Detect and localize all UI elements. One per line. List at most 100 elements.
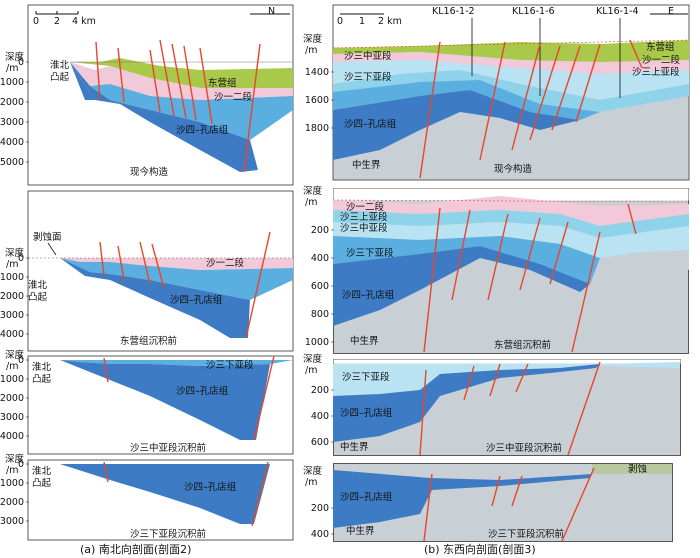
panel-b-section-4: 深度 /m 200 400 剥蚀 沙四–孔店组 中生界 沙三下亚段沉积前: [303, 463, 673, 542]
fault: [629, 39, 643, 69]
unit-shasan-xia: [333, 364, 600, 396]
fault: [139, 241, 151, 285]
panel-a-section-2: 深度 /m 0 1000 2000 3000 4000 剥蚀面 淮北 凸起 沙一二段 沙…: [0, 190, 294, 352]
depth-label: 深度: [303, 33, 323, 45]
unit-label-shasi: 沙四–孔店组: [184, 481, 237, 493]
uplift-label: 淮北: [28, 280, 48, 291]
panel-a-section-3: 深度 /m 0 1000 2000 3000 4000 淮北 凸起 沙三下亚段 沙四–孔…: [0, 349, 294, 455]
unit-label: 沙三上亚段: [340, 211, 388, 223]
depth-tick-label: 1600: [305, 95, 329, 106]
unit-label: 沙三下亚段: [342, 371, 390, 383]
depth-label: 深度: [5, 453, 25, 465]
fault: [511, 43, 541, 151]
scale-2: 2: [54, 16, 60, 27]
fault: [103, 461, 109, 483]
depth-tick-label: 2000: [0, 291, 24, 302]
unit-eroded: [592, 464, 672, 474]
fault: [243, 43, 261, 173]
panel-b-section-1: 0 1 2 km E KL16-1-2 KL16-1-6 KL16-1-4 深度…: [303, 4, 690, 181]
unit-label: 中生界: [350, 335, 379, 347]
section-title: 现今构造: [494, 163, 533, 175]
unit-label-shasi: 沙四–孔店组: [176, 124, 229, 136]
depth-label: 深度: [303, 185, 323, 197]
depth-unit: /m: [305, 45, 317, 56]
unit-shasan-xia: [333, 80, 600, 120]
erosion-label: 剥蚀面: [33, 231, 62, 243]
depth-tick-label: 400: [311, 529, 329, 540]
uplift-label: 淮北: [50, 60, 70, 71]
fault: [419, 369, 427, 456]
fault: [489, 363, 501, 397]
unit-label: 沙一二段: [642, 54, 681, 66]
uplift-label-2: 凸起: [32, 374, 52, 385]
uplift-label: 淮北: [32, 466, 52, 477]
unit-shasi: [60, 360, 270, 440]
depth-label: 深度: [5, 51, 25, 63]
fault: [149, 49, 161, 113]
fault: [491, 475, 501, 507]
unit-label: 中生界: [346, 525, 375, 537]
depth-tick-label: 1000: [0, 374, 24, 385]
section-title: 沙三下亚段沉积前: [130, 528, 206, 540]
depth-tick-label: 2000: [0, 497, 24, 508]
section-title: 沙三下亚段沉积前: [488, 528, 564, 540]
unit-label-shayi: 沙一二段: [214, 91, 253, 103]
unit-label: 沙一二段: [346, 201, 385, 213]
unit-shasan: [60, 258, 293, 300]
depth-tick-label: 1000: [305, 337, 329, 348]
uplift-label-2: 凸起: [50, 72, 70, 83]
depth-tick-label: 200: [311, 503, 329, 514]
depth-tick-label: 0: [18, 253, 24, 264]
unit-shasi: [60, 464, 270, 524]
depth-tick-label: 3000: [0, 412, 24, 423]
depth-tick-label: 400: [311, 411, 329, 422]
depth-tick-label: 1400: [305, 67, 329, 78]
fault: [463, 365, 475, 401]
fault: [567, 361, 601, 456]
depth-unit: /m: [6, 63, 18, 74]
caption-b: (b) 东西向剖面(剖面3): [424, 542, 536, 556]
caption-a: (a) 南北向剖面(剖面2): [80, 542, 191, 556]
scale-0: 0: [33, 16, 39, 27]
depth-unit: /m: [305, 365, 317, 376]
unit-shasan-xia: [333, 236, 600, 284]
fault: [561, 467, 595, 542]
section-title: 东营组沉积前: [494, 339, 551, 351]
unit-shasi: [333, 90, 580, 160]
fault: [479, 41, 506, 161]
unit-label-shasan-xia: 沙三下亚段: [206, 359, 254, 371]
fault: [423, 473, 433, 542]
fault: [549, 221, 569, 285]
frame: [27, 459, 294, 541]
unit-shayi: [333, 196, 689, 226]
section-title: 沙三中亚段沉积前: [130, 442, 206, 454]
scale-2km: 2 km: [378, 16, 402, 27]
depth-label: 深度: [303, 465, 323, 477]
depth-tick-label: 200: [311, 385, 329, 396]
frame: [27, 355, 294, 455]
depth-ticks: 200 400 600 800 1000: [305, 225, 334, 348]
unit-label: 东营组: [646, 41, 675, 53]
fault: [151, 243, 165, 289]
depth-tick-label: 400: [311, 253, 329, 264]
depth-tick-label: 600: [311, 437, 329, 448]
depth-ticks: 0 1000 2000 3000: [0, 459, 29, 527]
unit-shasan-zhong: [333, 60, 689, 100]
unit-label-shasi: 沙四–孔店组: [176, 385, 229, 397]
depth-label: 深度: [5, 349, 25, 361]
fault: [199, 47, 213, 125]
depth-tick-label: 1800: [305, 123, 329, 134]
fault: [419, 41, 441, 179]
fault: [515, 363, 529, 393]
unit-label: 沙三中亚段: [340, 222, 388, 234]
fault: [451, 209, 471, 301]
depth-tick-label: 800: [311, 309, 329, 320]
unit-shasi: [60, 258, 250, 338]
depth-tick-label: 3000: [0, 310, 24, 321]
unit-shasan-xia: [60, 360, 293, 366]
unit-shasi: [333, 470, 592, 528]
depth-tick-label: 3000: [0, 117, 24, 128]
depth-label: 深度: [303, 353, 323, 365]
north-label: N: [268, 6, 275, 17]
